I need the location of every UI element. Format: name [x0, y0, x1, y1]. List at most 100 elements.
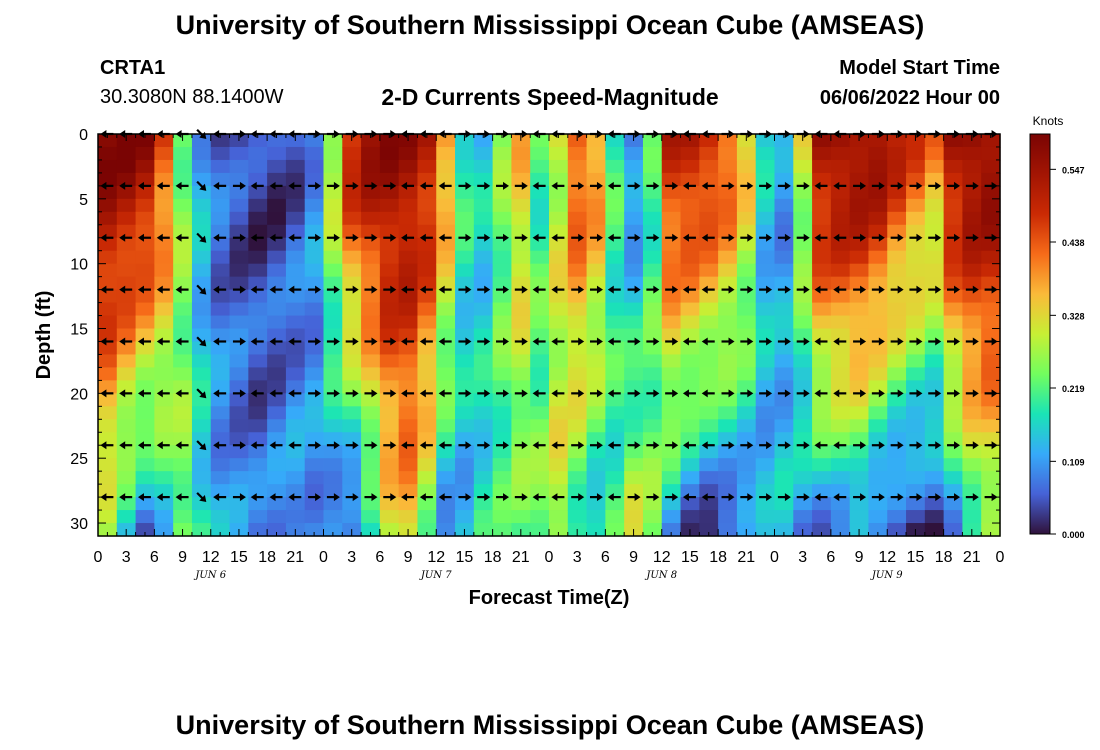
heatmap-cell	[267, 250, 287, 265]
heatmap-cell	[755, 497, 776, 511]
colorbar-tick-label: 0.109	[1062, 457, 1085, 467]
heatmap-cell	[868, 211, 888, 226]
heatmap-cell	[906, 263, 926, 278]
heatmap-cell	[812, 497, 832, 511]
heatmap-cell	[924, 315, 945, 330]
current-arrow	[438, 389, 452, 398]
heatmap-cell	[567, 445, 588, 459]
heatmap-cell	[642, 432, 663, 446]
heatmap-cell	[473, 432, 494, 446]
heatmap-cell	[793, 224, 813, 239]
heatmap-cell	[812, 302, 832, 317]
heatmap-cell	[379, 445, 400, 459]
current-arrow	[119, 337, 133, 346]
current-arrow	[326, 233, 340, 242]
current-arrow	[551, 285, 565, 294]
heatmap-cell	[849, 224, 870, 239]
heatmap-cell	[887, 185, 907, 200]
heatmap-cell	[586, 406, 606, 420]
colorbar-tick-label: 0.438	[1062, 238, 1085, 248]
heatmap-cell	[981, 146, 1001, 161]
heatmap-cell	[511, 380, 531, 394]
heatmap-cell	[736, 146, 757, 161]
heatmap-cell	[173, 445, 193, 459]
heatmap-cell	[267, 237, 287, 252]
heatmap-cell	[699, 445, 719, 459]
heatmap-cell	[191, 458, 212, 472]
heatmap-cell	[285, 237, 306, 252]
heatmap-cell	[924, 471, 945, 485]
heatmap-cell	[154, 198, 174, 213]
current-arrow	[308, 441, 322, 450]
heatmap-cell	[774, 328, 794, 343]
heatmap-cell	[248, 445, 268, 459]
heatmap-cell	[774, 497, 794, 511]
heatmap-cell	[605, 159, 625, 174]
y-tick-label: 0	[79, 127, 88, 144]
heatmap-cell	[154, 289, 174, 304]
heatmap-cell	[379, 250, 400, 265]
heatmap-cell	[229, 172, 249, 187]
heatmap-cell	[248, 484, 268, 498]
heatmap-cell	[680, 510, 700, 524]
heatmap-cell	[530, 393, 550, 407]
heatmap-cell	[267, 510, 287, 524]
heatmap-cell	[849, 185, 870, 200]
heatmap-cell	[830, 354, 851, 369]
heatmap-cell	[849, 406, 870, 420]
heatmap-cell	[849, 172, 870, 187]
heatmap-cell	[642, 172, 663, 187]
heatmap-cell	[718, 315, 738, 330]
heatmap-cell	[98, 302, 118, 317]
heatmap-cell	[210, 289, 231, 304]
heatmap-cell	[793, 159, 813, 174]
current-arrow	[965, 233, 979, 242]
heatmap-cell	[605, 328, 625, 343]
heatmap-cell	[812, 224, 832, 239]
heatmap-cell	[455, 276, 475, 291]
current-arrow	[364, 441, 378, 450]
current-arrow	[607, 233, 621, 242]
current-arrow	[269, 441, 283, 450]
heatmap-cell	[98, 224, 118, 239]
heatmap-cell	[567, 159, 588, 174]
heatmap-cell	[267, 224, 287, 239]
heatmap-cell	[436, 328, 456, 343]
current-arrow	[701, 233, 715, 242]
heatmap-cell	[191, 471, 212, 485]
current-arrow	[646, 389, 660, 398]
current-arrow	[514, 337, 528, 346]
heatmap-cell	[605, 134, 625, 148]
current-arrow	[909, 337, 923, 346]
heatmap-cell	[530, 380, 550, 394]
heatmap-cell	[173, 159, 193, 174]
heatmap-cell	[981, 445, 1001, 459]
heatmap-cell	[962, 471, 982, 485]
heatmap-cell	[248, 198, 268, 213]
heatmap-cell	[361, 380, 381, 394]
heatmap-cell	[906, 471, 926, 485]
heatmap-cell	[680, 263, 700, 278]
heatmap-cell	[511, 432, 531, 446]
heatmap-cell	[398, 393, 419, 407]
heatmap-cell	[849, 159, 870, 174]
heatmap-cell	[135, 497, 155, 511]
heatmap-cell	[830, 302, 851, 317]
heatmap-cell	[530, 224, 550, 239]
heatmap-cell	[755, 523, 776, 537]
heatmap-cell	[605, 432, 625, 446]
heatmap-cell	[793, 315, 813, 330]
heatmap-cell	[417, 419, 437, 433]
heatmap-cell	[699, 159, 719, 174]
heatmap-cell	[361, 445, 381, 459]
heatmap-cell	[135, 328, 155, 343]
heatmap-cell	[736, 380, 757, 394]
heatmap-cell	[248, 523, 268, 537]
heatmap-cell	[699, 237, 719, 252]
heatmap-cell	[98, 315, 118, 330]
heatmap-cell	[605, 185, 625, 200]
heatmap-cell	[680, 224, 700, 239]
heatmap-cell	[417, 146, 437, 161]
x-tick-label: 21	[737, 549, 755, 566]
heatmap-cell	[455, 159, 475, 174]
